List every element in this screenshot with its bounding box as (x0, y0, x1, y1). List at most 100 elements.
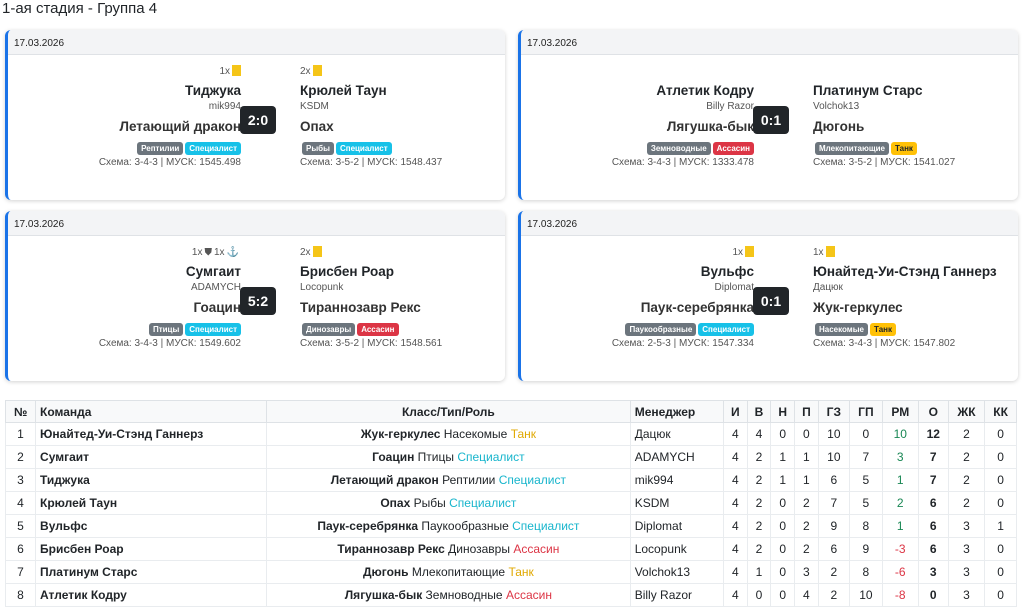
team-cell[interactable]: Крюлей Таун (35, 491, 268, 515)
goals-for-cell: 2 (817, 560, 850, 584)
scheme-musk: Схема: 3-4-3 | МУСК: 1545.498 (98, 157, 241, 168)
draws-cell: 1 (770, 468, 796, 492)
badges: Паукообразные Специалист (554, 319, 754, 336)
yellow-card-icon (745, 246, 754, 257)
team-cell[interactable]: Юнайтед-Уи-Стэнд Ганнерз (35, 422, 268, 446)
manager-name: Дацюк (813, 282, 843, 293)
match-date: 17.03.2026 (521, 30, 1018, 55)
games-cell: 4 (723, 514, 748, 538)
column-header[interactable]: ГП (848, 400, 883, 423)
column-header[interactable]: Команда (35, 400, 268, 423)
wins-cell: 0 (746, 583, 772, 607)
cards-line: 2x (300, 65, 500, 79)
monster-name: Жук-геркулес (813, 300, 903, 315)
scheme-musk: Схема: 3-4-3 | МУСК: 1333.478 (611, 157, 754, 168)
type-name: Птицы (417, 450, 454, 464)
column-header[interactable]: № (4, 400, 37, 423)
team-cell[interactable]: Атлетик Кодру (35, 583, 268, 607)
column-header[interactable]: КК (984, 400, 1017, 423)
team-name[interactable]: Платинум Старс (813, 83, 923, 98)
yellow-card-icon (232, 65, 241, 76)
match-score: 5:2 (240, 287, 276, 315)
scheme-musk: Схема: 3-5-2 | МУСК: 1541.027 (813, 157, 956, 168)
manager-cell: KSDM (629, 491, 725, 515)
table-row[interactable]: 8 Атлетик Кодру Лягушка-бык Земноводные Ас… (4, 583, 1017, 607)
table-row[interactable]: 3 Тиджука Летающий дракон Рептилии Специал… (4, 468, 1017, 492)
goal-diff-cell: -6 (881, 560, 919, 584)
team-cell[interactable]: Брисбен Роар (35, 537, 268, 561)
goals-for-cell: 2 (817, 583, 850, 607)
team-cell[interactable]: Тиджука (35, 468, 268, 492)
red-cards-cell: 0 (984, 583, 1017, 607)
manager-cell: Volchok13 (629, 560, 725, 584)
match-card[interactable]: 17.03.2026 Атлетик Кодру Billy Razor Лягушк… (518, 30, 1018, 200)
team-name[interactable]: Атлетик Кодру (656, 83, 754, 98)
away-team-block: 2x Брисбен Роар Locopunk Тираннозавр Рекс Ди… (300, 246, 500, 350)
role-badge: Специалист (335, 142, 392, 155)
type-name: Млекопитающие (411, 565, 506, 579)
table-row[interactable]: 6 Брисбен Роар Тираннозавр Рекс Динозавры … (4, 537, 1017, 561)
team-name[interactable]: Юнайтед-Уи-Стэнд Ганнерз (813, 264, 997, 279)
role-name: Специалист (512, 519, 580, 533)
goals-against-cell: 7 (848, 445, 883, 469)
team-name[interactable]: Крюлей Таун (300, 83, 387, 98)
column-header[interactable]: Менеджер (629, 400, 725, 423)
goal-diff-cell: -8 (881, 583, 919, 607)
goal-diff-cell: 1 (881, 514, 919, 538)
column-header[interactable]: И (723, 400, 748, 423)
team-name[interactable]: Сумгаит (185, 264, 241, 279)
team-name[interactable]: Брисбен Роар (300, 264, 394, 279)
match-card[interactable]: 17.03.2026 1x ⛊ 1x ⚓ Сумгаит ADAMYCH Гоацин Птиц… (5, 211, 505, 381)
draws-cell: 0 (770, 560, 796, 584)
rank-cell: 8 (4, 583, 37, 607)
points-cell: 3 (917, 560, 949, 584)
team-cell[interactable]: Вульфс (35, 514, 268, 538)
role-badge: Танк (870, 323, 896, 336)
scheme-musk: Схема: 3-5-2 | МУСК: 1548.437 (300, 157, 443, 168)
type-badge: Рыбы (302, 142, 334, 155)
type-badge: Земноводные (646, 142, 711, 155)
wins-cell: 4 (746, 422, 772, 446)
badges: Рыбы Специалист (300, 138, 500, 155)
table-row[interactable]: 2 Сумгаит Гоацин Птицы Специалист ADAMYCH 4 2… (4, 445, 1017, 469)
team-name[interactable]: Вульфс (700, 264, 754, 279)
class-type-role-cell: Тираннозавр Рекс Динозавры Ассасин (266, 537, 631, 561)
cards-line: 1x (813, 246, 1013, 260)
table-row[interactable]: 5 Вульфс Паук-серебрянка Паукообразные Спе… (4, 514, 1017, 538)
yellow-cards-cell: 3 (947, 537, 986, 561)
class-type-role-cell: Гоацин Птицы Специалист (266, 445, 631, 469)
table-row[interactable]: 7 Платинум Старс Дюгонь Млекопитающие Танк… (4, 560, 1017, 584)
match-card[interactable]: 17.03.2026 1x Тиджука mik994 Летающий дракон… (5, 30, 505, 200)
column-header[interactable]: О (917, 400, 949, 423)
type-badge: Птицы (148, 323, 184, 336)
team-name[interactable]: Тиджука (185, 83, 241, 98)
column-header[interactable]: ЖК (947, 400, 986, 423)
manager-cell: Diplomat (629, 514, 725, 538)
column-header[interactable]: Класс/Тип/Роль (266, 400, 631, 423)
match-date: 17.03.2026 (521, 211, 1018, 236)
column-header[interactable]: В (746, 400, 772, 423)
match-card[interactable]: 17.03.2026 1x Вульфс Diplomat Паук-серебрянк… (518, 211, 1018, 381)
losses-cell: 1 (794, 468, 819, 492)
class-name: Дюгонь (362, 565, 409, 579)
class-name: Жук-геркулес (360, 427, 441, 441)
column-header[interactable]: ГЗ (817, 400, 850, 423)
points-cell: 6 (917, 514, 949, 538)
column-header[interactable]: Н (770, 400, 796, 423)
role-name: Танк (508, 565, 534, 579)
scheme-musk: Схема: 3-5-2 | МУСК: 1548.561 (300, 338, 443, 349)
badges: Динозавры Ассасин (300, 319, 500, 336)
badges: Рептилии Специалист (41, 138, 241, 155)
column-header[interactable]: РМ (881, 400, 919, 423)
team-cell[interactable]: Сумгаит (35, 445, 268, 469)
team-cell[interactable]: Платинум Старс (35, 560, 268, 584)
stage-title: 1-ая стадия - Группа 4 (2, 0, 158, 17)
monster-name: Опах (300, 119, 334, 134)
table-row[interactable]: 1 Юнайтед-Уи-Стэнд Ганнерз Жук-геркулес На… (4, 422, 1017, 446)
column-header[interactable]: П (794, 400, 819, 423)
red-cards-cell: 1 (984, 514, 1017, 538)
match-score: 0:1 (753, 287, 789, 315)
role-name: Ассасин (505, 588, 552, 602)
draws-cell: 0 (770, 422, 796, 446)
table-row[interactable]: 4 Крюлей Таун Опах Рыбы Специалист KSDM 4 2 0 2… (4, 491, 1017, 515)
